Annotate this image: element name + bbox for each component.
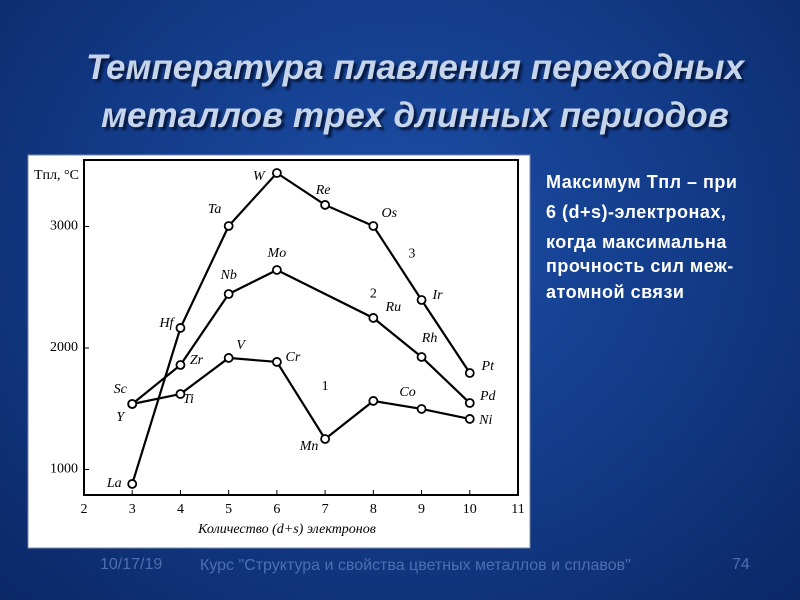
data-point (416, 404, 427, 414)
y-tick-label: 2000 (50, 340, 78, 355)
data-point (416, 352, 427, 362)
series-label: 3 (408, 247, 415, 262)
x-tick-label: 11 (511, 502, 524, 517)
y-tick-label: 3000 (50, 219, 78, 234)
data-point (127, 479, 138, 489)
data-point (223, 221, 234, 231)
side-text: 6 (d+s)-электронах, (546, 202, 727, 222)
x-tick-label: 7 (322, 502, 329, 517)
data-point (175, 389, 186, 399)
series-line (131, 356, 471, 441)
data-point (464, 414, 475, 424)
data-point (271, 168, 282, 178)
data-point (416, 295, 427, 305)
chart-background (27, 154, 531, 549)
x-tick-label: 2 (81, 502, 88, 517)
data-point (223, 289, 234, 299)
x-tick-label: 10 (463, 502, 477, 517)
series-line (131, 171, 471, 485)
series-label: 1 (322, 379, 329, 394)
point-label: Pt (481, 359, 496, 374)
slide-title: металлов трех длинных периодов (101, 96, 729, 135)
data-point (464, 368, 475, 378)
x-tick-label: 4 (177, 502, 184, 517)
point-label: Mo (267, 246, 287, 261)
point-label: Sc (114, 382, 128, 397)
side-text: Максимум Tпл – при (546, 172, 738, 192)
footer-course: Курс "Структура и свойства цветных метал… (200, 557, 631, 574)
point-label: Nb (219, 268, 236, 283)
point-label: Y (116, 410, 126, 425)
y-tick-label: 1000 (50, 462, 78, 477)
point-label: La (106, 476, 122, 491)
y-axis-label: Tпл, °C (34, 168, 79, 183)
point-label: V (236, 338, 246, 353)
data-point (271, 265, 282, 275)
plot-frame (83, 159, 519, 496)
point-label: Ta (208, 202, 222, 217)
point-label: Co (399, 385, 415, 400)
point-label: Cr (285, 350, 300, 365)
point-label: Ir (431, 288, 443, 303)
slide-title: Температура плавления переходных (85, 48, 745, 87)
point-label: W (253, 169, 266, 184)
point-label: Ni (478, 413, 492, 428)
data-point (271, 357, 282, 367)
data-point (368, 313, 379, 323)
point-label: Ru (385, 300, 402, 315)
data-point (175, 323, 186, 333)
footer-date: 10/17/19 (100, 556, 163, 573)
point-label: Ti (183, 392, 194, 407)
point-label: Rh (421, 331, 438, 346)
data-point (368, 221, 379, 231)
point-label: Re (315, 183, 331, 198)
side-text: прочность сил меж- (546, 256, 734, 276)
data-point (320, 434, 331, 444)
data-point (223, 353, 234, 363)
data-point (368, 396, 379, 406)
x-tick-label: 8 (370, 502, 377, 517)
x-tick-label: 9 (418, 502, 425, 517)
point-label: Pd (479, 389, 497, 404)
side-text: атомной связи (546, 282, 685, 302)
x-axis-label: Количество (d+s) электронов (197, 522, 376, 537)
point-label: Zr (190, 353, 204, 368)
data-point (127, 399, 138, 409)
point-label: Hf (158, 316, 175, 331)
data-point (464, 398, 475, 408)
series-label: 2 (370, 287, 377, 302)
x-tick-label: 6 (273, 502, 280, 517)
x-tick-label: 5 (225, 502, 232, 517)
footer-page: 74 (732, 556, 750, 573)
point-label: Mn (299, 439, 319, 454)
data-point (175, 360, 186, 370)
data-point (320, 200, 331, 210)
side-text: когда максимальна (546, 232, 727, 252)
point-label: Os (382, 206, 398, 221)
x-tick-label: 3 (129, 502, 136, 517)
